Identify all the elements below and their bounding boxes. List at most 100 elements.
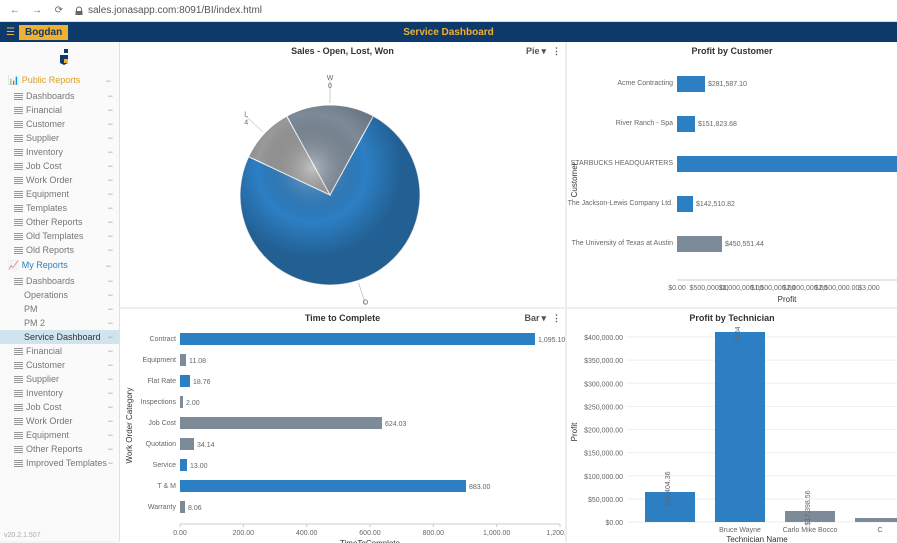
profit-customer-panel: Profit by Customer Acme Contracting $281,… bbox=[567, 42, 897, 307]
svg-text:$142,510.82: $142,510.82 bbox=[696, 201, 735, 208]
svg-text:Warranty: Warranty bbox=[148, 504, 177, 511]
sidebar-item-equipment[interactable]: Equipment− bbox=[0, 428, 119, 442]
sidebar-item-other-reports[interactable]: Other Reports− bbox=[0, 442, 119, 456]
svg-text:$300,000.00: $300,000.00 bbox=[584, 381, 623, 388]
svg-text:$151,823.68: $151,823.68 bbox=[698, 121, 737, 128]
profit-tech-title: Profit by Technician bbox=[689, 313, 774, 323]
svg-text:Profit: Profit bbox=[778, 295, 797, 304]
svg-text:Contract: Contract bbox=[150, 336, 177, 343]
sales-menu-icon[interactable]: ⋮ bbox=[552, 46, 561, 57]
time-menu-icon[interactable]: ⋮ bbox=[552, 313, 561, 324]
svg-text:Equipment: Equipment bbox=[143, 357, 177, 364]
sidebar-item-customer[interactable]: Customer− bbox=[0, 358, 119, 372]
svg-text:1,095.10: 1,095.10 bbox=[538, 337, 565, 344]
svg-text:$17,398.56: $17,398.56 bbox=[805, 490, 812, 525]
forward-button[interactable]: → bbox=[30, 4, 44, 18]
profit-tech-panel: Profit by Technician $0.00$50,000.00$100… bbox=[567, 309, 897, 543]
svg-text:11.08: 11.08 bbox=[189, 358, 206, 365]
svg-text:Profit: Profit bbox=[570, 422, 579, 441]
svg-text:The Jackson-Lewis Company Ltd.: The Jackson-Lewis Company Ltd. bbox=[568, 200, 673, 207]
svg-text:34.14: 34.14 bbox=[197, 442, 215, 449]
sidebar-item-financial[interactable]: Financial− bbox=[0, 344, 119, 358]
reload-button[interactable]: ⟳ bbox=[52, 4, 66, 18]
svg-text:Work Order Category: Work Order Category bbox=[125, 388, 134, 464]
svg-text:1,000.00: 1,000.00 bbox=[483, 530, 510, 537]
menu-icon[interactable]: ☰ bbox=[6, 27, 15, 38]
svg-text:8.06: 8.06 bbox=[188, 505, 202, 512]
svg-text:0.00: 0.00 bbox=[173, 530, 187, 537]
sales-title: Sales - Open, Lost, Won bbox=[291, 46, 394, 56]
page-title: Service Dashboard bbox=[403, 27, 494, 38]
sidebar-item-work-order[interactable]: Work Order− bbox=[0, 173, 119, 187]
app-header: ☰ Bogdan Service Dashboard bbox=[0, 22, 897, 42]
sidebar-item-job-cost[interactable]: Job Cost− bbox=[0, 159, 119, 173]
svg-text:$400,000.00: $400,000.00 bbox=[584, 335, 623, 342]
logo bbox=[0, 46, 119, 68]
svg-text:Inspections: Inspections bbox=[141, 399, 177, 406]
back-button[interactable]: ← bbox=[8, 4, 22, 18]
svg-text:200.00: 200.00 bbox=[233, 530, 255, 537]
sidebar-item-dashboards[interactable]: Dashboards− bbox=[0, 274, 119, 288]
sidebar-item-financial[interactable]: Financial− bbox=[0, 103, 119, 117]
user-badge[interactable]: Bogdan bbox=[19, 25, 68, 40]
time-complete-title: Time to Complete bbox=[305, 313, 380, 323]
svg-text:Bruce Wayne: Bruce Wayne bbox=[719, 527, 761, 534]
sidebar-item-supplier[interactable]: Supplier− bbox=[0, 131, 119, 145]
sidebar-item-old-templates[interactable]: Old Templates− bbox=[0, 229, 119, 243]
svg-text:STARBUCKS HEADQUARTERS: STARBUCKS HEADQUARTERS bbox=[571, 160, 674, 167]
time-complete-panel: Time to Complete Bar ▾ ⋮ Contract 1,095.1… bbox=[120, 309, 565, 543]
sidebar-item-customer[interactable]: Customer− bbox=[0, 117, 119, 131]
svg-text:$350,000.00: $350,000.00 bbox=[584, 358, 623, 365]
sidebar-item-improved-templates[interactable]: Improved Templates− bbox=[0, 456, 119, 470]
svg-text:$0.00: $0.00 bbox=[668, 285, 686, 292]
svg-text:$3,000: $3,000 bbox=[858, 285, 880, 292]
sidebar-item-inventory[interactable]: Inventory− bbox=[0, 386, 119, 400]
svg-text:$150,000.00: $150,000.00 bbox=[584, 451, 623, 458]
my-reports-header[interactable]: 📈 My Reports− bbox=[0, 257, 119, 274]
sidebar-item-pm-2[interactable]: PM 2− bbox=[0, 316, 119, 330]
sidebar: 📊 Public Reports− Dashboards−Financial−C… bbox=[0, 42, 120, 541]
sidebar-item-operations[interactable]: Operations− bbox=[0, 288, 119, 302]
sidebar-item-work-order[interactable]: Work Order− bbox=[0, 414, 119, 428]
sidebar-item-dashboards[interactable]: Dashboards− bbox=[0, 89, 119, 103]
svg-text:13.00: 13.00 bbox=[190, 463, 208, 470]
svg-text:883.00: 883.00 bbox=[469, 484, 491, 491]
sidebar-item-templates[interactable]: Templates− bbox=[0, 201, 119, 215]
sales-type-dropdown[interactable]: Pie ▾ bbox=[526, 46, 546, 57]
svg-text:$0.00: $0.00 bbox=[605, 520, 623, 527]
svg-text:Acme Contracting: Acme Contracting bbox=[617, 80, 673, 87]
sidebar-item-inventory[interactable]: Inventory− bbox=[0, 145, 119, 159]
url-text: sales.jonasapp.com:8091/BI/index.html bbox=[88, 5, 262, 16]
svg-text:O: O bbox=[363, 299, 369, 306]
svg-text:Service: Service bbox=[153, 462, 176, 469]
sidebar-item-pm[interactable]: PM− bbox=[0, 302, 119, 316]
browser-toolbar: ← → ⟳ sales.jonasapp.com:8091/BI/index.h… bbox=[0, 0, 897, 22]
sidebar-item-old-reports[interactable]: Old Reports− bbox=[0, 243, 119, 257]
svg-text:$250,000.00: $250,000.00 bbox=[584, 404, 623, 411]
public-reports-header[interactable]: 📊 Public Reports− bbox=[0, 72, 119, 89]
address-bar[interactable]: sales.jonasapp.com:8091/BI/index.html bbox=[74, 5, 889, 16]
svg-text:0: 0 bbox=[328, 83, 332, 90]
svg-text:$100,000.00: $100,000.00 bbox=[584, 474, 623, 481]
svg-text:T & M: T & M bbox=[157, 483, 176, 490]
svg-text:W: W bbox=[327, 75, 334, 82]
sidebar-item-service-dashboard[interactable]: Service Dashboard− bbox=[0, 330, 119, 344]
sidebar-item-supplier[interactable]: Supplier− bbox=[0, 372, 119, 386]
svg-text:Quotation: Quotation bbox=[146, 441, 176, 448]
time-type-dropdown[interactable]: Bar ▾ bbox=[524, 313, 546, 324]
svg-text:$200,000.00: $200,000.00 bbox=[584, 428, 623, 435]
version-label: v20.2.1.507 bbox=[4, 532, 41, 539]
svg-text:$54,404.36: $54,404.36 bbox=[665, 471, 672, 506]
svg-text:$281,587.10: $281,587.10 bbox=[708, 81, 747, 88]
profit-customer-title: Profit by Customer bbox=[691, 46, 772, 56]
svg-text:C: C bbox=[877, 527, 882, 534]
sidebar-item-job-cost[interactable]: Job Cost− bbox=[0, 400, 119, 414]
svg-text:18.76: 18.76 bbox=[193, 379, 211, 386]
svg-text:$2,500,000.00: $2,500,000.00 bbox=[815, 285, 860, 292]
sidebar-item-equipment[interactable]: Equipment− bbox=[0, 187, 119, 201]
svg-text:800.00: 800.00 bbox=[423, 530, 445, 537]
svg-text:400.00: 400.00 bbox=[296, 530, 318, 537]
sales-panel: Sales - Open, Lost, Won Pie ▾ ⋮ W0O6L4 bbox=[120, 42, 565, 307]
svg-text:600.00: 600.00 bbox=[359, 530, 381, 537]
sidebar-item-other-reports[interactable]: Other Reports− bbox=[0, 215, 119, 229]
